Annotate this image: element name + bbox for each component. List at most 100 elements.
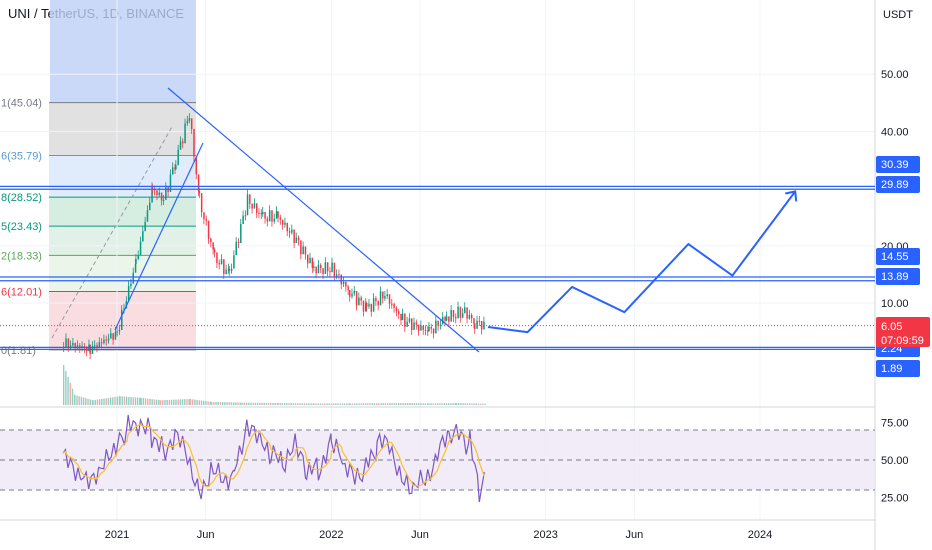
volume-bar: [393, 403, 395, 405]
time-axis: 2021 Jun 2022 Jun 2023 Jun 2024: [105, 529, 772, 541]
volume-bar: [445, 403, 448, 405]
time-tick-label: 2023: [533, 529, 557, 541]
candle-body: [205, 219, 208, 221]
volume-bar: [286, 403, 288, 405]
fibonacci-retracement: 1(45.04) 6(35.79) 8(28.52) 5(23.43) 2(18.33)…: [1, 0, 196, 357]
volume-bar: [170, 399, 173, 405]
candle-body: [432, 328, 435, 334]
candle-body: [146, 210, 149, 222]
candle-body: [284, 222, 286, 225]
candle-body: [473, 318, 475, 324]
candle-body: [293, 229, 295, 244]
rising-trend-line[interactable]: [114, 142, 204, 331]
candle-body: [408, 318, 411, 322]
volume-bar: [65, 370, 67, 405]
price-tag-label: 14.55: [881, 251, 909, 263]
volume-bar: [74, 395, 76, 405]
volume-bar: [353, 403, 356, 405]
candle-body: [255, 203, 258, 213]
time-tick-label: Jun: [197, 529, 215, 541]
volume-bar: [362, 403, 365, 405]
candle-body: [351, 293, 353, 297]
candle-body: [297, 237, 300, 241]
candle-body: [410, 318, 413, 331]
volume-bar: [226, 402, 228, 405]
candle-body: [162, 199, 165, 201]
volume-bar: [378, 403, 380, 405]
volume-bar: [256, 402, 259, 405]
falling-trend-line[interactable]: [167, 87, 480, 353]
volume-bar: [114, 396, 116, 405]
candle-body: [220, 259, 223, 265]
candle-body: [142, 231, 144, 242]
volume-bar: [346, 403, 348, 405]
volume-bar: [290, 403, 292, 405]
fib-level-label: 1(45.04): [1, 98, 42, 110]
volume-bar: [424, 403, 427, 405]
volume-bar: [452, 403, 454, 405]
price-tick-label: 40.00: [881, 126, 909, 138]
time-tick-label: 2021: [105, 529, 129, 541]
volume-bar: [420, 403, 422, 405]
candle-body: [406, 321, 408, 327]
volume-bar: [413, 403, 416, 405]
candle-body: [121, 310, 123, 330]
fib-level-label: 6(12.01): [1, 287, 42, 299]
volume-bar: [82, 397, 85, 405]
volume-bar: [184, 399, 186, 405]
volume-bar: [109, 397, 112, 405]
candle-body: [251, 203, 253, 209]
volume-bar: [179, 399, 182, 405]
price-tag-label: 29.89: [881, 179, 909, 191]
volume-bar: [245, 402, 248, 405]
candle-body: [300, 240, 302, 255]
candle-body: [355, 290, 358, 306]
volume-bar: [454, 403, 457, 405]
candle-body: [315, 266, 317, 274]
volume-bar: [339, 403, 341, 405]
volume-bar: [437, 403, 439, 405]
volume-bar: [105, 398, 107, 405]
rsi-tick-label: 75.00: [881, 418, 909, 430]
volume-bar: [380, 403, 382, 405]
price-tag: [876, 176, 920, 193]
fib-level-label: 8(28.52): [1, 192, 42, 204]
candle-body: [223, 259, 225, 274]
candle-body: [476, 320, 478, 329]
candle-body: [172, 167, 174, 175]
volume-bar: [422, 403, 424, 405]
candle-body: [365, 303, 368, 307]
volume-bar: [310, 403, 312, 405]
volume-bar: [159, 400, 162, 405]
candle-body: [132, 272, 135, 284]
candle-body: [322, 268, 324, 274]
projection-path[interactable]: [487, 190, 797, 334]
candle-body: [169, 174, 172, 192]
volume-bar: [209, 401, 212, 405]
dashed-trend-line[interactable]: [51, 124, 174, 339]
candle-body: [268, 210, 271, 222]
candle-body: [218, 263, 220, 265]
candle-body: [134, 263, 137, 273]
volume-bar: [210, 401, 213, 405]
candle-body: [160, 192, 163, 201]
volume-bar: [389, 403, 391, 405]
candle-body: [103, 339, 105, 344]
candle-body: [156, 190, 158, 196]
volume-bar: [299, 403, 301, 405]
volume-bar: [360, 403, 362, 405]
candle-body: [345, 281, 347, 287]
volume-bar: [119, 396, 121, 405]
candle-body: [197, 174, 200, 192]
volume-bar: [71, 388, 74, 405]
candle-body: [188, 118, 191, 121]
candle-body: [130, 283, 132, 287]
fib-level-label: 6(35.79): [1, 150, 42, 162]
candle-body: [333, 262, 336, 277]
candle-body: [65, 338, 67, 347]
volume-bar: [189, 399, 192, 405]
volume-bar: [261, 402, 263, 405]
volume-bar: [326, 403, 328, 405]
